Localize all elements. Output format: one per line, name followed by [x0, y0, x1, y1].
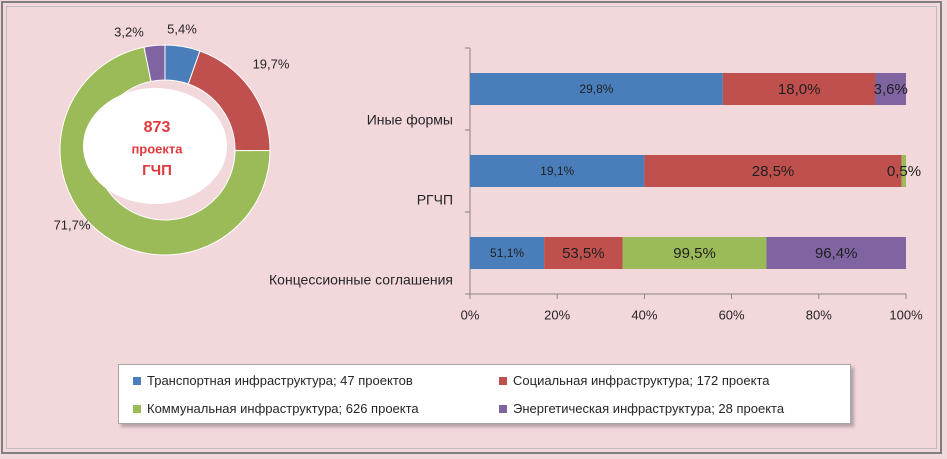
legend-label-energy: Энергетическая инфраструктура; 28 проект… [513, 401, 785, 416]
bar-segment [470, 155, 645, 187]
legend-swatch-transport [133, 376, 141, 385]
bar-data-label: 18,0% [778, 81, 821, 98]
legend-swatch-social [499, 376, 507, 385]
x-tick-label: 20% [544, 307, 570, 322]
bar-segment [875, 73, 906, 105]
legend-item-transport: Транспортная инфраструктура; 47 проектов [133, 373, 413, 388]
donut-center-text: проекта [131, 141, 183, 156]
donut-slice-label: 3,2% [114, 24, 144, 39]
x-tick-label: 80% [806, 307, 832, 322]
donut-center-number: 873 [144, 119, 171, 136]
bar-segment [722, 73, 876, 105]
bar-segment [622, 237, 767, 269]
legend-item-communal: Коммунальная инфраструктура; 626 проекта [133, 401, 419, 416]
x-tick-label: 60% [719, 307, 745, 322]
bar-data-label: 29,8% [579, 82, 613, 96]
bar-data-label: 19,1% [540, 164, 574, 178]
legend-item-social: Социальная инфраструктура; 172 проекта [499, 373, 769, 388]
bar-segment [470, 73, 723, 105]
x-tick-label: 0% [461, 307, 480, 322]
bar-segment [901, 155, 906, 187]
bar-data-label: 99,5% [673, 245, 716, 262]
bar-segment [544, 237, 623, 269]
y-category-label: Концессионные соглашения [269, 272, 453, 288]
legend-swatch-energy [499, 404, 507, 413]
donut-center-text: ГЧП [142, 162, 172, 179]
donut-center [83, 88, 227, 204]
y-category-label: Иные формы [367, 112, 453, 128]
bar-data-label: 0,5% [887, 163, 921, 180]
legend-label-communal: Коммунальная инфраструктура; 626 проекта [147, 401, 419, 416]
donut-slice-label: 19,7% [253, 56, 290, 71]
x-tick-label: 100% [889, 307, 923, 322]
donut-slice-label: 5,4% [167, 21, 197, 36]
bar-data-label: 96,4% [815, 245, 858, 262]
legend-label-social: Социальная инфраструктура; 172 проекта [513, 373, 770, 388]
donut-slice-label: 71,7% [54, 217, 91, 232]
legend: Транспортная инфраструктура; 47 проектов… [118, 364, 851, 424]
bar-segment [766, 237, 906, 269]
bar-data-label: 28,5% [752, 163, 795, 180]
x-tick-label: 40% [631, 307, 657, 322]
donut-slice [59, 46, 271, 256]
y-category-label: РГЧП [417, 192, 453, 208]
bar-data-label: 53,5% [562, 245, 605, 262]
donut-slice [143, 44, 166, 82]
bar-data-label: 51,1% [490, 246, 524, 260]
bar-segment [470, 237, 545, 269]
bar-segment [644, 155, 902, 187]
bar-data-label: 3,6% [874, 81, 908, 98]
legend-label-transport: Транспортная инфраструктура; 47 проектов [147, 373, 413, 388]
legend-item-energy: Энергетическая инфраструктура; 28 проект… [499, 401, 784, 416]
legend-swatch-communal [133, 404, 141, 413]
